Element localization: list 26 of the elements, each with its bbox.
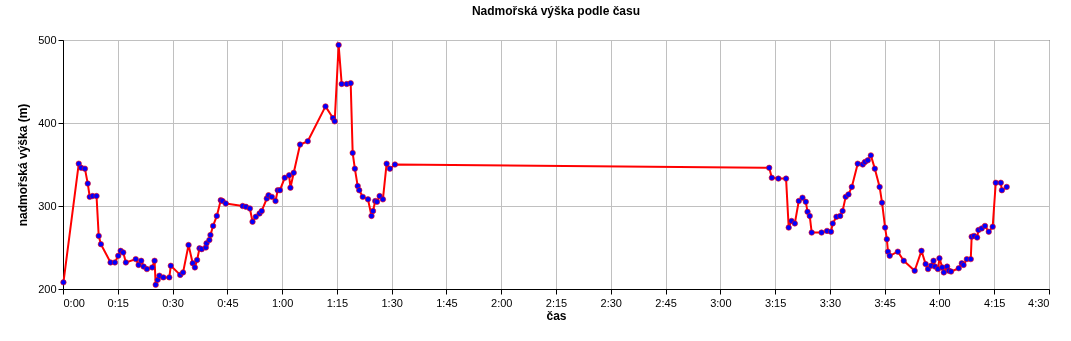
y-tick-label: 300 [38, 199, 57, 212]
x-tick-label: 3:15 [764, 296, 787, 309]
x-tick-label: 1:00 [271, 296, 294, 309]
chart-title: Nadmořská výška podle času [471, 4, 641, 18]
x-tick-label: 4:30 [1028, 296, 1050, 309]
x-tick-label: 1:45 [436, 296, 458, 309]
y-tick-label: 400 [38, 116, 57, 129]
x-tick-label: 3:00 [710, 296, 732, 309]
y-tick-label: 200 [38, 282, 57, 295]
x-tick-label: 2:45 [655, 296, 677, 309]
x-tick-label: 0:30 [162, 296, 184, 309]
x-tick-label: 1:15 [326, 296, 349, 309]
y-axis-title: nadmořská výška (m) [16, 103, 31, 227]
y-tick-label: 500 [38, 33, 57, 46]
x-tick-label: 4:00 [929, 296, 951, 309]
x-tick-label: 2:00 [491, 296, 513, 309]
x-tick-label: 0:00 [63, 296, 85, 309]
x-tick-label: 3:45 [874, 296, 896, 309]
x-tick-label: 3:30 [819, 296, 842, 309]
x-tick-label: 1:30 [381, 296, 403, 309]
x-tick-label: 0:15 [107, 296, 129, 309]
x-tick-label: 4:15 [984, 296, 1006, 309]
x-tick-label: 2:30 [600, 296, 622, 309]
x-tick-label: 2:15 [545, 296, 568, 309]
x-axis-title: čas [546, 308, 567, 323]
x-tick-label: 0:45 [217, 296, 239, 309]
